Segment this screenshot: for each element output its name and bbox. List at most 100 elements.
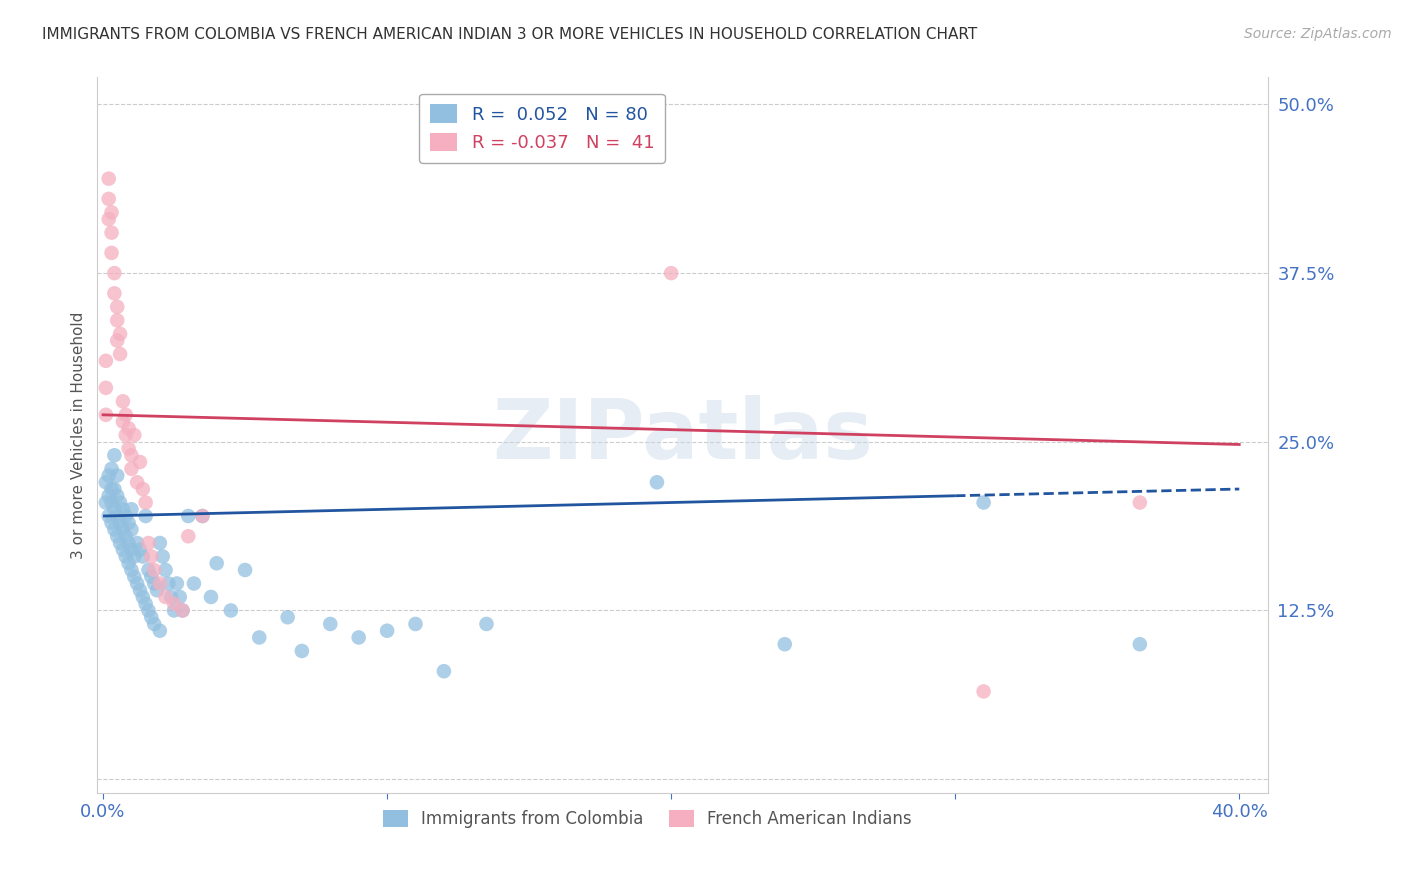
Point — [117, 556, 139, 570]
Point — [124, 428, 146, 442]
Point — [1129, 495, 1152, 509]
Point — [111, 523, 134, 537]
Point — [200, 590, 222, 604]
Point — [100, 226, 122, 240]
Point — [108, 516, 131, 530]
Point — [143, 563, 166, 577]
Point — [117, 516, 139, 530]
Point — [172, 603, 194, 617]
Point — [433, 664, 456, 678]
Point — [191, 508, 214, 523]
Point — [105, 334, 128, 348]
Point — [149, 536, 172, 550]
Point — [141, 570, 163, 584]
Point — [177, 508, 200, 523]
Point — [129, 542, 152, 557]
Point — [135, 597, 157, 611]
Point — [475, 617, 498, 632]
Point — [277, 610, 299, 624]
Point — [120, 563, 142, 577]
Point — [103, 286, 125, 301]
Point — [291, 644, 314, 658]
Point — [105, 489, 128, 503]
Point — [117, 536, 139, 550]
Point — [973, 684, 995, 698]
Point — [97, 171, 120, 186]
Point — [105, 468, 128, 483]
Point — [152, 549, 174, 564]
Point — [100, 495, 122, 509]
Point — [132, 590, 155, 604]
Point — [120, 542, 142, 557]
Point — [94, 475, 117, 490]
Point — [138, 603, 160, 617]
Y-axis label: 3 or more Vehicles in Household: 3 or more Vehicles in Household — [72, 311, 86, 558]
Point — [166, 576, 188, 591]
Point — [163, 597, 186, 611]
Point — [141, 610, 163, 624]
Point — [97, 192, 120, 206]
Point — [100, 516, 122, 530]
Point — [157, 576, 180, 591]
Point — [120, 462, 142, 476]
Point — [103, 266, 125, 280]
Point — [149, 624, 172, 638]
Text: IMMIGRANTS FROM COLOMBIA VS FRENCH AMERICAN INDIAN 3 OR MORE VEHICLES IN HOUSEHO: IMMIGRANTS FROM COLOMBIA VS FRENCH AMERI… — [42, 27, 977, 42]
Point — [973, 495, 995, 509]
Point — [319, 617, 342, 632]
Text: ZIPatlas: ZIPatlas — [492, 394, 873, 475]
Point — [143, 617, 166, 632]
Point — [105, 313, 128, 327]
Point — [114, 549, 136, 564]
Point — [247, 631, 270, 645]
Point — [773, 637, 796, 651]
Point — [100, 245, 122, 260]
Point — [108, 326, 131, 341]
Point — [100, 482, 122, 496]
Point — [141, 549, 163, 564]
Point — [124, 549, 146, 564]
Point — [405, 617, 427, 632]
Point — [114, 408, 136, 422]
Point — [111, 394, 134, 409]
Point — [117, 442, 139, 456]
Legend: Immigrants from Colombia, French American Indians: Immigrants from Colombia, French America… — [377, 803, 918, 834]
Point — [659, 266, 682, 280]
Point — [177, 529, 200, 543]
Point — [114, 428, 136, 442]
Point — [127, 475, 149, 490]
Point — [120, 523, 142, 537]
Point — [108, 347, 131, 361]
Point — [105, 300, 128, 314]
Point — [233, 563, 256, 577]
Point — [219, 603, 242, 617]
Point — [103, 482, 125, 496]
Point — [191, 508, 214, 523]
Point — [146, 583, 169, 598]
Point — [114, 529, 136, 543]
Point — [155, 563, 177, 577]
Point — [205, 556, 228, 570]
Point — [108, 495, 131, 509]
Point — [94, 354, 117, 368]
Point — [108, 536, 131, 550]
Point — [97, 489, 120, 503]
Point — [103, 448, 125, 462]
Point — [135, 495, 157, 509]
Point — [111, 542, 134, 557]
Point — [105, 529, 128, 543]
Point — [129, 583, 152, 598]
Point — [114, 508, 136, 523]
Point — [120, 448, 142, 462]
Point — [183, 576, 205, 591]
Point — [169, 590, 191, 604]
Point — [132, 549, 155, 564]
Point — [127, 536, 149, 550]
Point — [135, 508, 157, 523]
Point — [1129, 637, 1152, 651]
Point — [100, 205, 122, 219]
Point — [155, 590, 177, 604]
Point — [143, 576, 166, 591]
Point — [138, 563, 160, 577]
Point — [97, 212, 120, 227]
